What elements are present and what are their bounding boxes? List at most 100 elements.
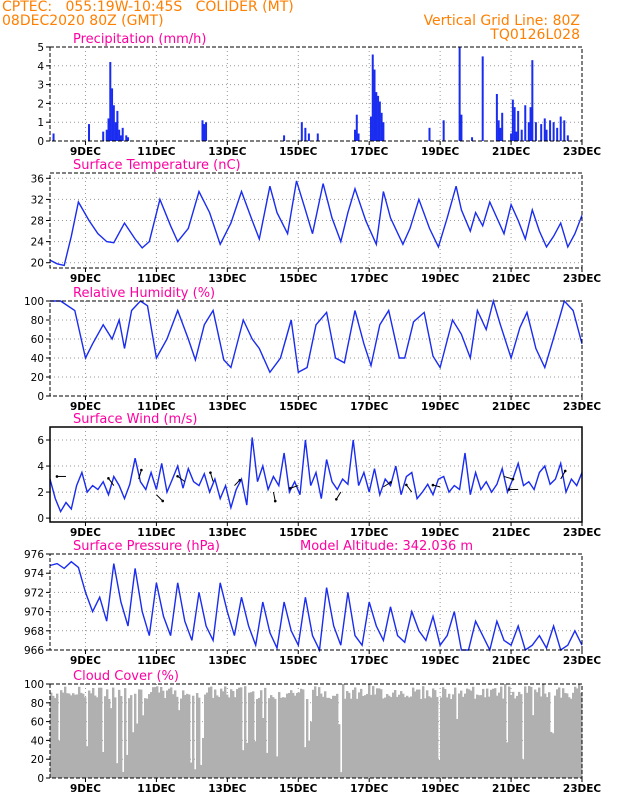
series-line [49, 560, 583, 653]
cloud-cover-bar [572, 692, 575, 778]
precip-bar [481, 56, 484, 141]
wind-arrow [383, 481, 391, 488]
cloud-cover-bar [300, 688, 303, 778]
panel-5 [46, 683, 583, 782]
x-tick-label: 11DEC [137, 401, 176, 413]
precip-bar [534, 122, 537, 141]
cloud-cover-bar [558, 687, 561, 778]
cloud-cover-bar [342, 684, 345, 778]
cloud-cover-bar [328, 697, 331, 778]
precip-bar [369, 116, 372, 141]
header-grid-line-label: Vertical Grid Line: 80Z [423, 13, 580, 29]
precip-bar [495, 94, 498, 141]
cloud-cover-bar [200, 764, 203, 778]
x-tick-label: 21DEC [492, 273, 531, 285]
cloud-cover-bar [142, 715, 145, 778]
cloud-cover-bar [464, 693, 467, 778]
cloud-cover-bar [278, 692, 281, 778]
cloud-cover-bar [550, 731, 553, 778]
series-line [49, 437, 583, 514]
x-tick-label: 9DEC [70, 401, 101, 413]
cloud-cover-bar [114, 697, 117, 778]
cloud-cover-bar [118, 689, 121, 778]
precip-bar [556, 127, 559, 141]
cloud-cover-bar [304, 747, 307, 778]
cloud-cover-bar [228, 697, 231, 778]
cloud-cover-bar [172, 694, 175, 778]
cloud-cover-bar [460, 690, 463, 778]
y-tick-label: 0 [37, 513, 44, 525]
wind-arrow [177, 475, 186, 483]
x-tick-label: 17DEC [350, 655, 389, 667]
cloud-cover-bar [370, 694, 373, 778]
cloud-cover-bar [230, 689, 233, 778]
precip-bar [513, 107, 516, 141]
cloud-cover-bar [90, 693, 93, 778]
cloud-cover-bar [432, 688, 435, 778]
cloud-cover-bar [310, 721, 313, 778]
y-tick-label: 20 [31, 258, 44, 270]
cloud-cover-bar [254, 741, 257, 778]
precip-bar [125, 135, 128, 141]
cloud-cover-bar [270, 695, 273, 778]
cloud-cover-bar [362, 696, 365, 778]
wind-arrow [108, 478, 115, 486]
precip-bar [357, 133, 360, 141]
cloud-cover-bar [324, 691, 327, 778]
cloud-cover-bar [66, 693, 69, 778]
header-line-1: CPTEC: 055:19W-10:45S COLIDER (MT) [2, 0, 294, 15]
x-tick-label: 21DEC [492, 783, 531, 795]
cloud-cover-bar [184, 695, 187, 778]
cloud-cover-bar [568, 697, 571, 778]
y-tick-label: 972 [24, 587, 44, 599]
cloud-cover-bar [480, 695, 483, 778]
cloud-cover-bar [438, 759, 441, 778]
cloud-cover-bar [348, 692, 351, 778]
y-tick-label: 28 [31, 216, 44, 228]
cloud-cover-bar [576, 688, 579, 778]
cloud-cover-bar [502, 698, 505, 778]
y-tick-label: 0 [37, 391, 44, 403]
panel-2 [46, 298, 583, 400]
y-tick-label: 100 [24, 679, 44, 691]
y-tick-label: 0 [37, 773, 44, 785]
cloud-cover-bar [434, 690, 437, 778]
cloud-cover-bar [264, 687, 267, 778]
cloud-cover-bar [426, 690, 429, 778]
cloud-cover-bar [506, 742, 509, 778]
cloud-cover-bar [152, 687, 155, 778]
cloud-cover-bar [124, 688, 127, 778]
y-tick-label: 24 [31, 237, 45, 249]
cloud-cover-bar [504, 684, 507, 778]
cloud-cover-bar [354, 687, 357, 778]
wind-arrow [405, 484, 413, 493]
precip-bar [563, 120, 566, 141]
cloud-cover-bar [76, 694, 79, 778]
cloud-cover-bar [516, 695, 519, 778]
panel-title: Cloud Cover (%) [73, 669, 179, 684]
cloud-cover-bar [268, 698, 271, 778]
cloud-cover-bar [508, 686, 511, 778]
cloud-cover-bar [88, 690, 91, 778]
panel-annotation: Model Altitude: 342.036 m [300, 539, 473, 554]
cloud-cover-bar [262, 717, 265, 778]
cloud-cover-bar [500, 686, 503, 778]
cloud-cover-bar [526, 692, 529, 778]
cloud-cover-bar [330, 698, 333, 778]
cloud-cover-bar [298, 692, 301, 778]
cloud-cover-bar [80, 692, 83, 778]
cloud-cover-bar [528, 686, 531, 778]
cloud-cover-bar [430, 697, 433, 778]
cloud-cover-bar [398, 694, 401, 778]
cloud-cover-bar [574, 686, 577, 778]
cloud-cover-bar [98, 687, 101, 778]
cloud-cover-bar [402, 693, 405, 778]
cloud-cover-bar [366, 693, 369, 778]
cloud-cover-bar [238, 687, 241, 778]
cloud-cover-bar [186, 693, 189, 778]
y-tick-label: 36 [31, 173, 45, 185]
cloud-cover-bar [240, 687, 243, 778]
cloud-cover-bar [312, 689, 315, 778]
cloud-cover-bar [546, 697, 549, 778]
